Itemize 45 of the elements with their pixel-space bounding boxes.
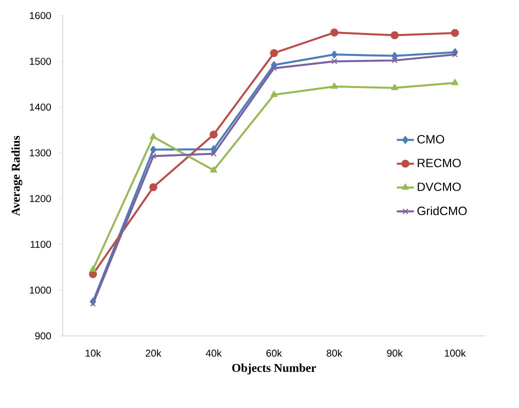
legend-label: CMO xyxy=(417,135,444,144)
legend-label: GridCMO xyxy=(417,206,467,216)
y-tick-label: 900 xyxy=(35,332,51,340)
x-tick-label: 100k xyxy=(444,349,466,357)
point xyxy=(452,52,458,58)
point xyxy=(451,78,459,86)
point xyxy=(210,145,217,154)
x-tick-label: 40k xyxy=(206,349,222,357)
point xyxy=(392,52,398,60)
x-tick-label: 80k xyxy=(326,349,342,357)
y-tick-label: 1100 xyxy=(30,240,51,248)
legend-label: DVCMO xyxy=(418,182,461,192)
y-tick-label: 1600 xyxy=(30,12,51,20)
point xyxy=(270,49,278,58)
point xyxy=(210,150,217,157)
point xyxy=(391,84,398,90)
point xyxy=(271,65,277,72)
x-tick-label: 90k xyxy=(387,349,403,357)
point xyxy=(451,29,459,38)
point xyxy=(210,166,218,173)
point xyxy=(390,31,399,40)
point xyxy=(90,300,96,307)
point xyxy=(330,28,338,37)
y-tick-label: 1000 xyxy=(30,286,51,294)
point xyxy=(330,82,338,89)
point xyxy=(89,266,96,272)
point xyxy=(270,90,278,98)
point xyxy=(150,146,156,154)
point xyxy=(331,58,338,64)
point xyxy=(210,130,218,139)
legend-label: RECMO xyxy=(418,158,461,168)
y-tick-label: 1300 xyxy=(30,149,51,156)
point xyxy=(392,58,398,64)
x-axis-title: Objects Number xyxy=(232,364,316,374)
x-tick-label: 60k xyxy=(266,349,282,357)
y-tick-label: 1200 xyxy=(30,195,51,202)
y-tick-label: 1400 xyxy=(30,104,51,111)
point xyxy=(149,183,158,192)
point xyxy=(150,153,156,160)
y-tick-label: 1500 xyxy=(30,58,51,65)
x-tick-label: 10k xyxy=(86,349,102,357)
point xyxy=(331,50,338,59)
x-tick-label: 20k xyxy=(146,349,162,357)
point xyxy=(150,132,157,140)
y-axis-title: Average Radius xyxy=(11,136,22,216)
